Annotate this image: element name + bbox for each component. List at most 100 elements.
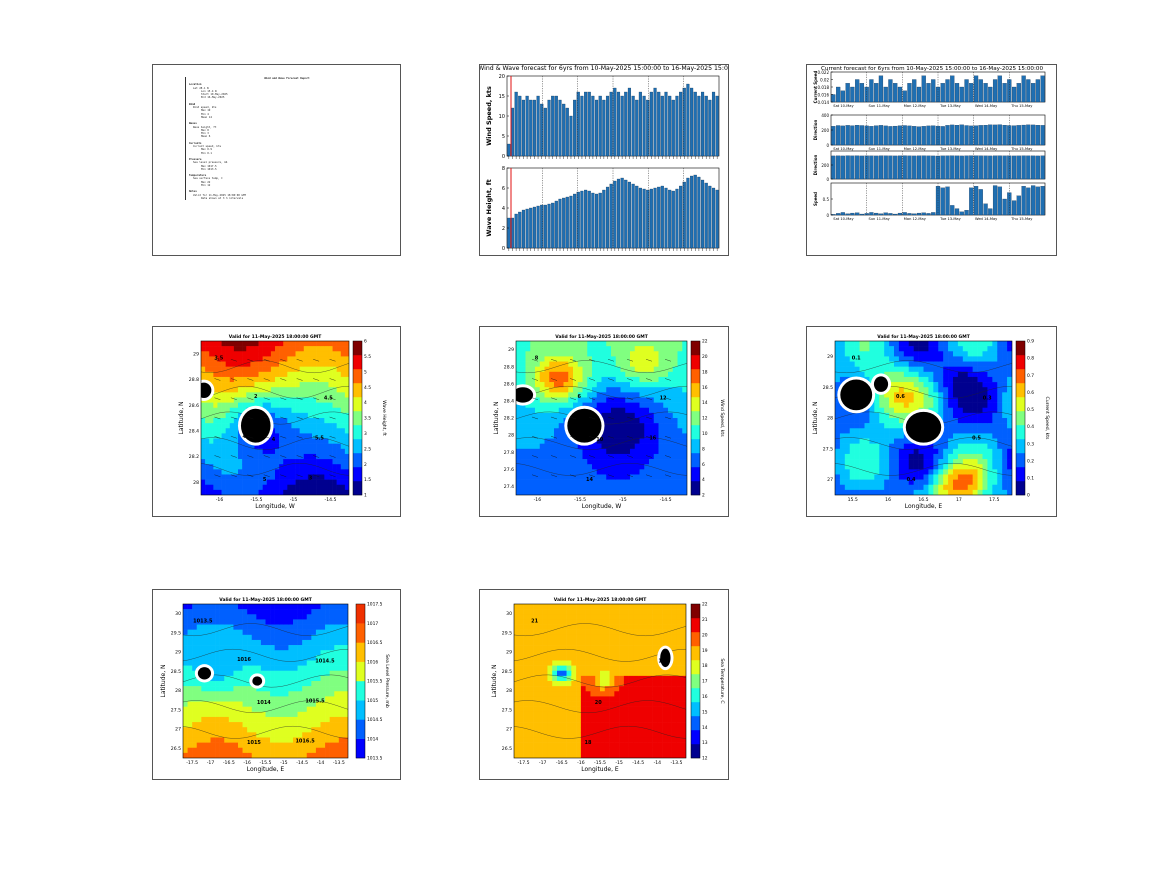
field-cell: [297, 604, 303, 610]
field-cell: [320, 474, 325, 480]
field-cell: [332, 361, 337, 367]
day-label: Sun 11-May: [869, 104, 891, 108]
field-cell: [611, 418, 617, 424]
field-cell: [209, 438, 214, 444]
bar: [926, 125, 931, 146]
field-cell: [596, 356, 602, 362]
field-cell: [634, 459, 640, 465]
field-cell: [302, 675, 308, 682]
field-cell: [265, 727, 271, 733]
field-cell: [205, 747, 211, 754]
field-cell: [201, 722, 207, 728]
field-cell: [849, 484, 855, 491]
y-tick-label: 28.2: [504, 416, 514, 422]
field-cell: [254, 356, 259, 362]
field-cell: [291, 392, 296, 398]
bar: [992, 124, 998, 146]
field-cell: [977, 412, 983, 419]
field-cell: [549, 418, 555, 424]
colorbar-tick-label: 16: [702, 385, 708, 391]
field-cell: [913, 341, 919, 347]
report-line: Start 10-May-2025: [201, 93, 228, 97]
field-cell: [549, 382, 555, 388]
field-cell: [307, 376, 313, 383]
field-cell: [225, 346, 231, 352]
day-label: Thu 15-May: [1010, 217, 1033, 221]
field-cell: [293, 701, 298, 707]
bar: [1021, 124, 1026, 146]
field-cell: [297, 645, 303, 651]
field-cell: [849, 489, 855, 495]
field-cell: [1007, 423, 1012, 429]
field-cell: [217, 443, 222, 450]
field-cell: [283, 645, 289, 651]
field-cell: [839, 469, 846, 475]
field-cell: [677, 397, 683, 403]
field-cell: [270, 716, 275, 723]
field-cell: [596, 438, 602, 444]
map-title: Valid for 11-May-2025 18:00:00 GMT: [555, 334, 649, 340]
field-cell: [270, 443, 276, 450]
field-cell: [344, 448, 349, 455]
field-cell: [306, 665, 312, 672]
field-cell: [943, 484, 949, 491]
field-cell: [315, 645, 321, 651]
field-cell: [668, 448, 674, 455]
field-cell: [336, 351, 342, 357]
field-cell: [247, 732, 253, 738]
field-cell: [982, 366, 988, 373]
field-cell: [265, 722, 271, 728]
field-cell: [328, 412, 333, 419]
field-cell: [672, 361, 678, 367]
field-cell: [250, 489, 255, 495]
field-cell: [311, 655, 317, 661]
field-cell: [1002, 464, 1008, 470]
field-cell: [250, 387, 255, 393]
field-cell: [221, 459, 226, 465]
field-cell: [972, 392, 978, 398]
field-cell: [297, 742, 303, 749]
field-cell: [908, 397, 914, 403]
flow-arrow: [214, 436, 221, 439]
field-cell: [894, 371, 900, 378]
field-cell: [183, 681, 188, 687]
field-cell: [967, 459, 973, 465]
field-cell: [615, 376, 621, 383]
field-cell: [256, 727, 262, 733]
field-cell: [884, 407, 890, 414]
colorbar-segment: [691, 411, 700, 426]
field-cell: [336, 346, 342, 352]
field-cell: [658, 448, 664, 455]
field-cell: [928, 371, 934, 378]
report-line: Mean 6: [201, 135, 211, 139]
field-cell: [311, 660, 317, 666]
field-cell: [884, 469, 890, 475]
field-cell: [554, 464, 560, 470]
field-cell: [943, 479, 949, 486]
field-cell: [663, 479, 669, 486]
field-cell: [283, 675, 289, 682]
field-cell: [972, 412, 978, 419]
field-cell: [977, 433, 983, 439]
field-cell: [898, 448, 905, 455]
field-cell: [219, 619, 225, 625]
field-cell: [336, 376, 342, 383]
field-cell: [250, 341, 255, 347]
field-cell: [573, 351, 579, 357]
field-cell: [977, 489, 983, 495]
field-cell: [336, 418, 342, 424]
field-cell: [187, 716, 193, 723]
field-cell: [903, 474, 910, 480]
field-cell: [213, 459, 218, 465]
field-cell: [293, 711, 298, 718]
field-cell: [209, 418, 214, 424]
flow-arrow: [645, 416, 653, 420]
field-cell: [953, 489, 959, 495]
field-cell: [265, 645, 271, 651]
field-cell: [977, 438, 983, 444]
field-cell: [307, 356, 313, 362]
colorbar-segment: [353, 397, 362, 412]
field-cell: [219, 670, 225, 677]
field-cell: [254, 489, 259, 495]
field-cell: [962, 392, 969, 398]
